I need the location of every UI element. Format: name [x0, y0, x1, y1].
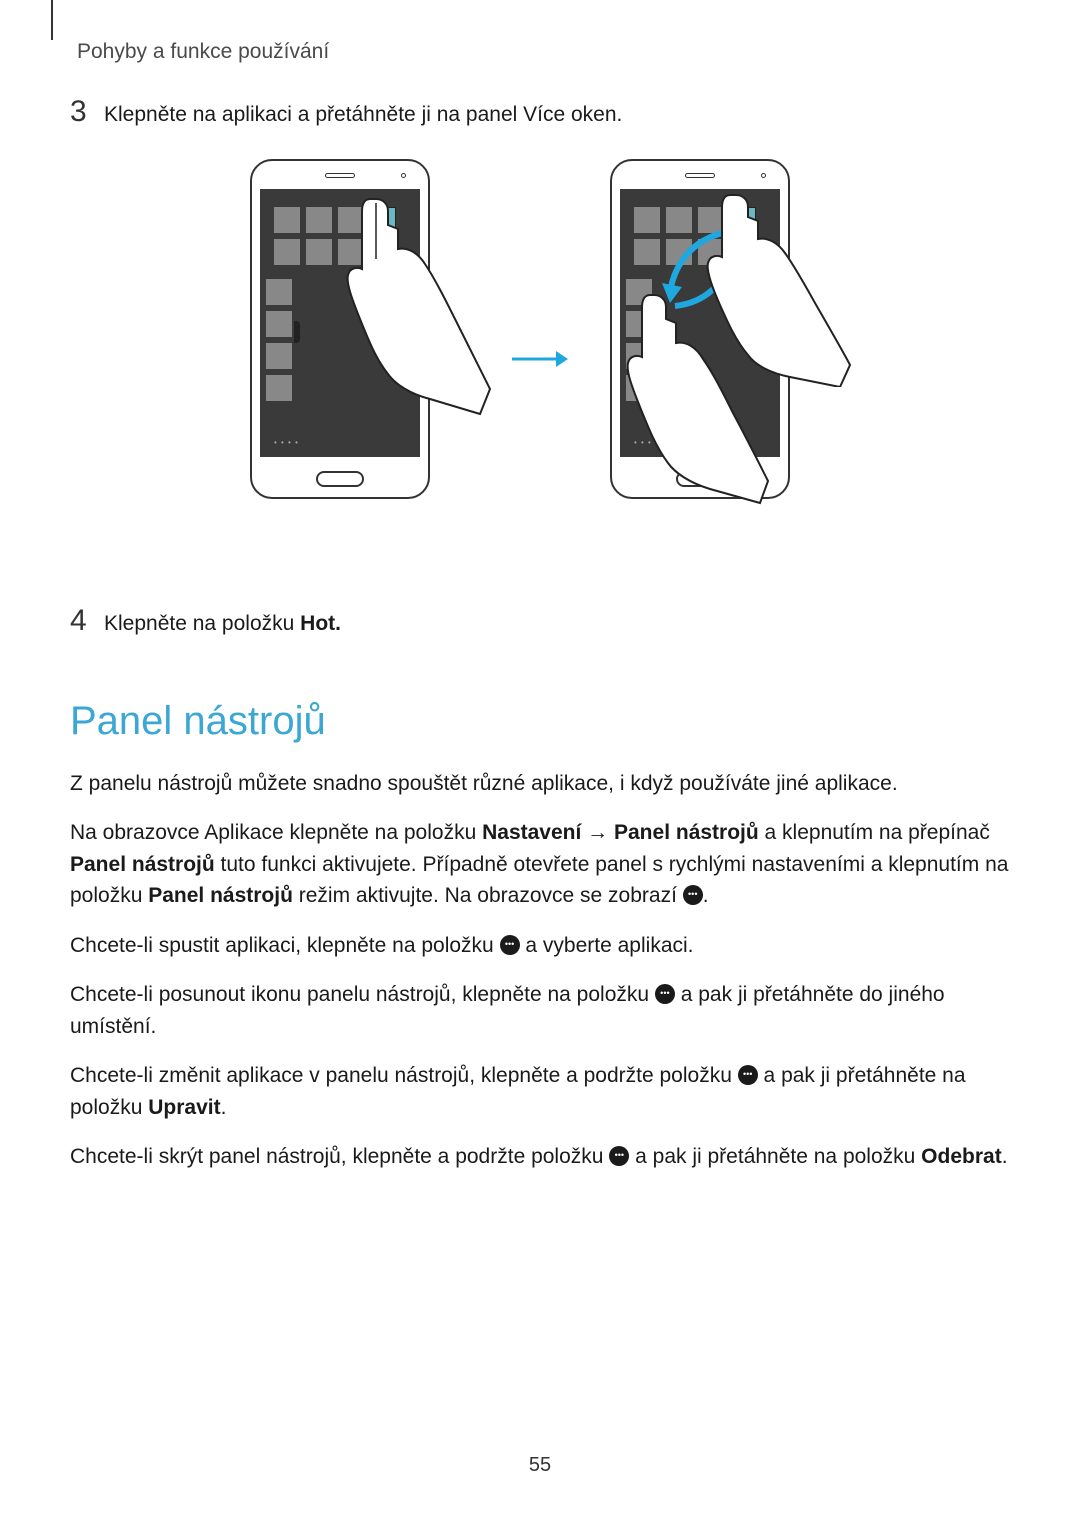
text: režim aktivujte. Na obrazovce se zobrazí	[293, 884, 683, 907]
phone-top	[252, 161, 428, 189]
tile-highlighted	[370, 207, 396, 233]
bold: Panel nástrojů	[614, 821, 759, 844]
more-dots-icon	[683, 885, 703, 905]
paragraph-5: Chcete-li změnit aplikace v panelu nástr…	[70, 1060, 1010, 1123]
sensor-dot	[401, 173, 406, 178]
arrow-right-icon	[510, 347, 570, 371]
section-title: Panel nástrojů	[70, 699, 1010, 744]
bold: Panel nástrojů	[148, 884, 293, 907]
page-content: 3 Klepněte na aplikaci a přetáhněte ji n…	[70, 100, 1010, 1191]
paragraph-1: Z panelu nástrojů můžete snadno spouštět…	[70, 768, 1010, 800]
side-tile	[266, 311, 292, 337]
step-number: 3	[70, 97, 100, 127]
side-tile	[626, 375, 652, 401]
sidebar-tray	[266, 279, 296, 407]
bold: Nastavení	[482, 821, 581, 844]
dock-dots: • • • •	[274, 438, 299, 447]
text: Chcete-li posunout ikonu panelu nástrojů…	[70, 983, 655, 1006]
phone-screen: • • • •	[620, 189, 780, 457]
text: .	[221, 1096, 227, 1119]
side-tile	[626, 311, 652, 337]
phone-screen: • • • •	[260, 189, 420, 457]
tile	[338, 207, 364, 233]
header-breadcrumb: Pohyby a funkce používání	[77, 40, 329, 64]
text: Chcete-li skrýt panel nástrojů, klepněte…	[70, 1145, 609, 1168]
step-number: 4	[70, 606, 100, 636]
step-4: 4 Klepněte na položku Hot.	[70, 609, 1010, 638]
phone-frame: • • • •	[610, 159, 790, 499]
step-text: Klepněte na aplikaci a přetáhněte ji na …	[104, 100, 622, 129]
text: Chcete-li změnit aplikace v panelu nástr…	[70, 1064, 738, 1087]
text: Na obrazovce Aplikace klepněte na položk…	[70, 821, 482, 844]
step-text: Klepněte na položku Hot.	[104, 609, 341, 638]
tile	[338, 239, 364, 265]
bold: Upravit	[148, 1096, 220, 1119]
speaker-slot	[685, 173, 715, 178]
more-dots-icon	[500, 935, 520, 955]
phone-frame: • • • •	[250, 159, 430, 499]
arrow-text: →	[581, 821, 614, 844]
step-text-pre: Klepněte na položku	[104, 612, 300, 635]
tile	[370, 239, 396, 265]
text: Chcete-li spustit aplikaci, klepněte na …	[70, 934, 500, 957]
dock-dots: • • • •	[634, 438, 659, 447]
sensor-dot	[761, 173, 766, 178]
phone-illustration-left: • • • •	[250, 159, 470, 559]
text: a pak ji přetáhněte na položku	[629, 1145, 921, 1168]
bold: Panel nástrojů	[70, 853, 215, 876]
step-3: 3 Klepněte na aplikaci a přetáhněte ji n…	[70, 100, 1010, 129]
bold: Odebrat	[921, 1145, 1002, 1168]
illustration-row: • • • •	[70, 159, 1010, 559]
tile	[274, 239, 300, 265]
paragraph-6: Chcete-li skrýt panel nástrojů, klepněte…	[70, 1141, 1010, 1173]
side-tile	[626, 279, 652, 305]
tile	[274, 207, 300, 233]
side-tile	[626, 343, 652, 369]
tile	[306, 207, 332, 233]
paragraph-4: Chcete-li posunout ikonu panelu nástrojů…	[70, 979, 1010, 1042]
page-number: 55	[529, 1454, 551, 1477]
phone-illustration-right: • • • •	[610, 159, 830, 559]
side-tile	[266, 343, 292, 369]
paragraph-2: Na obrazovce Aplikace klepněte na položk…	[70, 817, 1010, 912]
more-dots-icon	[655, 984, 675, 1004]
page-edge-mark	[51, 0, 53, 40]
step-text-bold: Hot.	[300, 612, 341, 635]
more-dots-icon	[738, 1065, 758, 1085]
text: .	[703, 884, 709, 907]
side-tile	[266, 375, 292, 401]
app-grid	[274, 207, 396, 265]
side-tile	[266, 279, 292, 305]
phone-top	[612, 161, 788, 189]
text: a vyberte aplikaci.	[520, 934, 694, 957]
speaker-slot	[325, 173, 355, 178]
more-dots-icon	[609, 1146, 629, 1166]
text: .	[1002, 1145, 1008, 1168]
text: a klepnutím na přepínač	[759, 821, 990, 844]
home-button-icon	[316, 471, 364, 487]
curved-swap-arrow-icon	[650, 221, 750, 331]
tile	[306, 239, 332, 265]
tray-handle	[294, 321, 300, 343]
home-button-icon	[676, 471, 724, 487]
paragraph-3: Chcete-li spustit aplikaci, klepněte na …	[70, 930, 1010, 962]
